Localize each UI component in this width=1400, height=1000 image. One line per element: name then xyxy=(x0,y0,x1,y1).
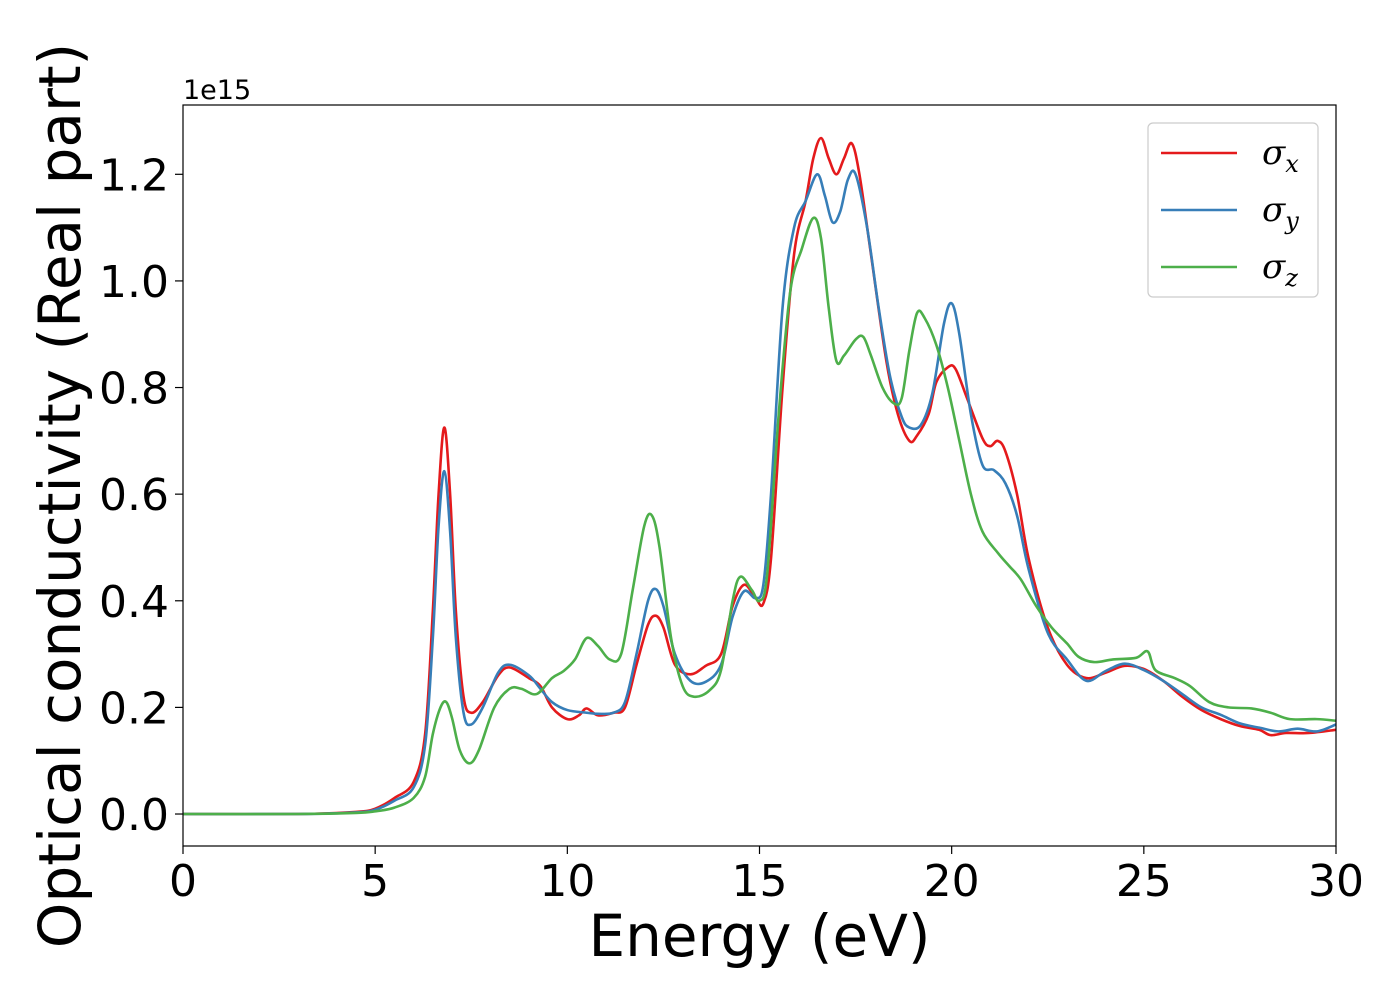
y-tick-label: 0.4 xyxy=(99,577,169,628)
x-tick-label: 0 xyxy=(169,856,197,907)
series-layer xyxy=(183,136,1336,816)
x-tick-label: 10 xyxy=(539,856,595,907)
y-tick-label: 1.0 xyxy=(99,257,169,308)
y-tick-label: 0.0 xyxy=(99,790,169,841)
series-line-y xyxy=(183,169,1336,816)
y-axis-label: Optical conductivity (Real part) xyxy=(26,43,94,948)
y-tick-label: 1.2 xyxy=(99,150,169,201)
series-line-z xyxy=(183,216,1336,816)
y-offset-label: 1e15 xyxy=(183,75,251,106)
series-line-x xyxy=(183,136,1336,816)
x-tick-label: 15 xyxy=(732,856,788,907)
x-ticks: 0 5 10 15 20 25 30 xyxy=(169,846,1364,907)
legend-label: σy xyxy=(1262,190,1299,235)
x-tick-label: 30 xyxy=(1308,856,1364,907)
y-tick-label: 0.6 xyxy=(99,470,169,521)
legend-label: σz xyxy=(1262,247,1298,292)
x-tick-label: 5 xyxy=(361,856,389,907)
y-ticks: 0.0 0.2 0.4 0.6 0.8 1.0 1.2 xyxy=(99,150,183,841)
y-tick-label: 0.8 xyxy=(99,364,169,415)
y-tick-label: 0.2 xyxy=(99,683,169,734)
x-tick-label: 20 xyxy=(924,856,980,907)
x-axis-label: Energy (eV) xyxy=(588,902,930,970)
x-tick-label: 25 xyxy=(1116,856,1172,907)
legend-label: σx xyxy=(1262,133,1299,178)
legend: σx σy σz xyxy=(1147,122,1319,298)
